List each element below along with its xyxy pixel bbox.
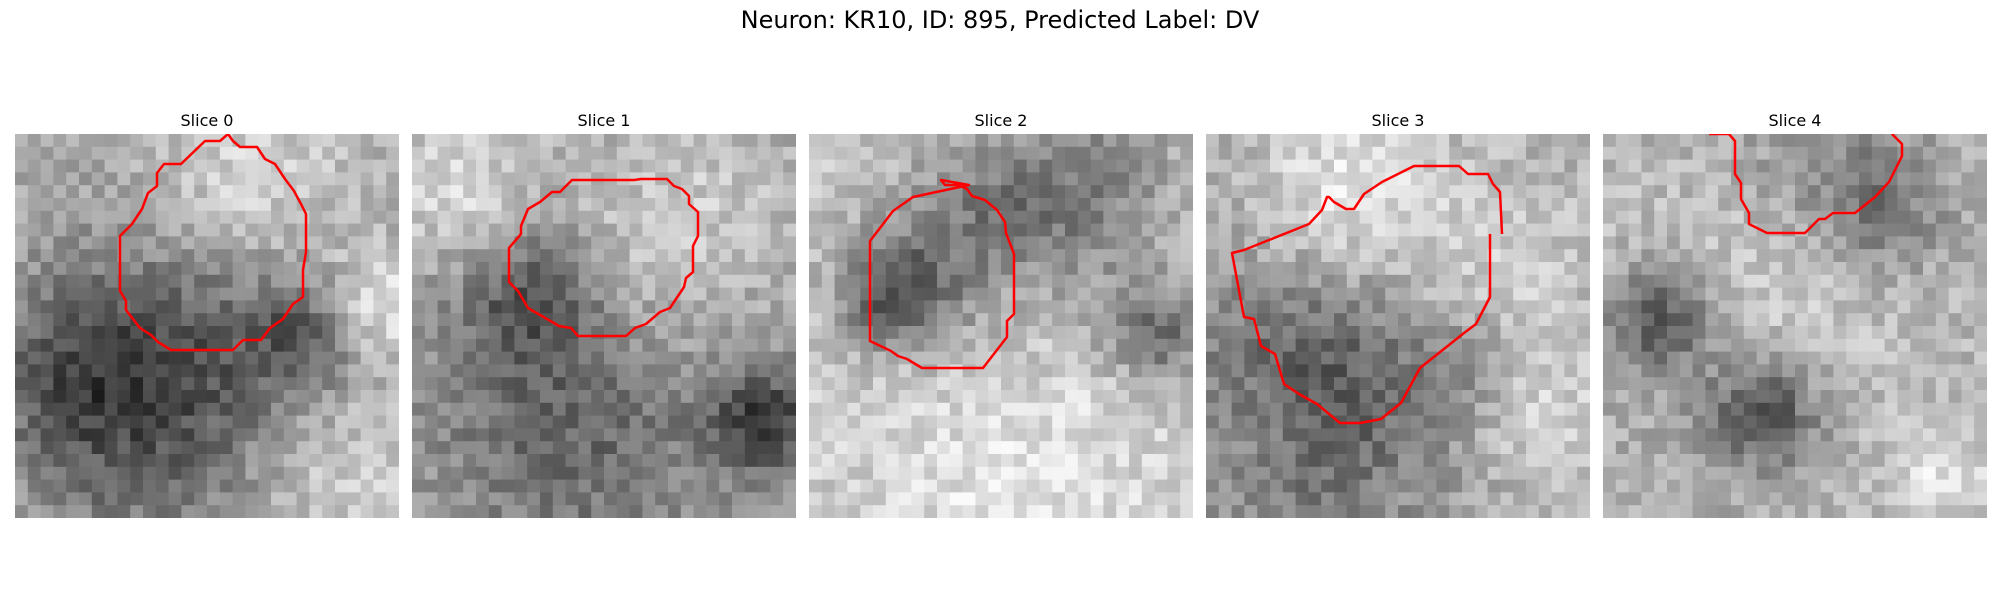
slice-panel-0: Slice 0 [15,109,399,518]
slice-panel-3: Slice 3 [1206,109,1590,518]
slice-title: Slice 1 [577,111,631,130]
roi-contour [1230,164,1504,425]
slice-panel-4: Slice 4 [1603,109,1987,518]
slice-title: Slice 3 [1371,111,1425,130]
roi-contour [507,177,700,338]
roi-contour [868,178,1016,370]
slice-image [1206,134,1590,518]
figure-title: Neuron: KR10, ID: 895, Predicted Label: … [740,6,1260,34]
slice-image [15,134,399,518]
slice-title: Slice 0 [180,111,234,130]
roi-contour [118,134,308,352]
slice-panel-2: Slice 2 [809,109,1193,518]
slice-image [809,134,1193,518]
slice-title: Slice 2 [974,111,1028,130]
slice-panel-1: Slice 1 [412,109,796,518]
slice-title: Slice 4 [1768,111,1822,130]
roi-contour [1709,134,1904,235]
slice-image [1603,134,1987,518]
slice-image [412,134,796,518]
